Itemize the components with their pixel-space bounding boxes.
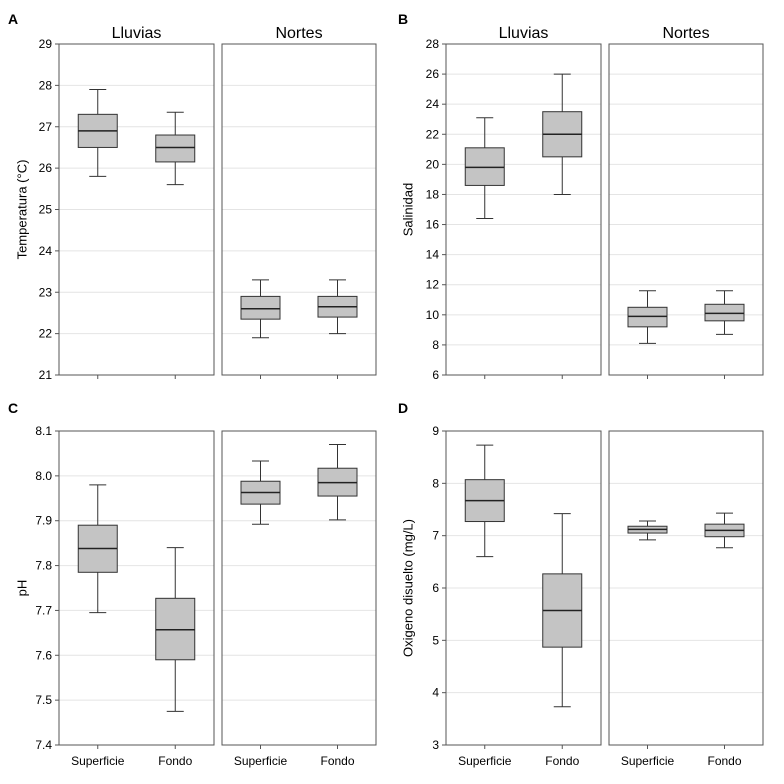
panel-a-ytick-label: 28 [39,78,53,92]
panel-b-ytick-label: 10 [426,308,440,322]
panel-d-ytick-label: 5 [432,633,439,647]
panel-b-ytick-label: 20 [426,157,440,171]
panel-c-ytick-label: 7.5 [35,693,52,707]
panel-c-nortes-fondo-xtick-label: Fondo [320,754,354,768]
panel-d-ytick-label: 9 [432,424,439,438]
panel-b-ytick-label: 18 [426,187,440,201]
panel-c-nortes-superficie-xtick-label: Superficie [234,754,288,768]
panel-b-ytick-label: 24 [426,97,440,111]
panel-a-nortes-frame [221,43,377,376]
panel-b-nortes-fondo-box [704,303,745,322]
panel-c-ytick-label: 7.9 [35,514,52,528]
panel-c-ytick-label: 7.4 [35,738,52,752]
panel-b-ytick-label: 16 [426,218,440,232]
panel-b-ytick-label: 22 [426,127,440,141]
panel-b-ylabel: Salinidad [401,183,416,237]
panel-c-lluvias-fondo-xtick-label: Fondo [158,754,192,768]
panel-c-nortes-frame [221,430,377,746]
panel-d-nortes-frame [608,430,764,746]
panel-b-nortes-superficie-box [627,306,668,328]
panel-d-lluvias-superficie-xtick-label: Superficie [458,754,512,768]
panel-c-ytick-label: 7.7 [35,603,52,617]
panel-c-ytick-label: 8.0 [35,469,52,483]
panel-a-ytick-label: 27 [39,120,53,134]
panel-b-lluvias-superficie-box [464,147,505,186]
panel-c-letter: C [8,400,18,416]
panel-d-ylabel: Oxigeno disuelto (mg/L) [401,519,416,657]
panel-b-ytick-label: 26 [426,67,440,81]
panel-a-ytick-label: 21 [39,368,53,382]
panel-a-ytick-label: 22 [39,327,53,341]
panel-a-letter: A [8,11,18,27]
panel-d-ytick-label: 8 [432,476,439,490]
panel-c-ylabel: pH [15,580,30,597]
panel-d-ytick-label: 4 [432,686,439,700]
panel-c-ytick-label: 7.6 [35,648,52,662]
panel-c-ytick-label: 7.8 [35,559,52,573]
panel-b-nortes-title: Nortes [662,25,709,42]
panel-b-nortes-frame [608,43,764,376]
panel-a-ytick-label: 26 [39,161,53,175]
panel-b-ytick-label: 6 [432,368,439,382]
panel-d-ytick-label: 7 [432,529,439,543]
panel-d-lluvias-fondo-xtick-label: Fondo [545,754,579,768]
panel-b-letter: B [398,11,408,27]
panel-d-ytick-label: 6 [432,581,439,595]
panel-b-ytick-label: 28 [426,37,440,51]
panel-c-ytick-label: 8.1 [35,424,52,438]
panel-d-letter: D [398,400,408,416]
panel-d-ytick-label: 3 [432,738,439,752]
panel-a-ylabel: Temperatura (°C) [15,160,30,260]
panel-a-nortes-title: Nortes [275,25,322,42]
panel-b-ytick-label: 12 [426,278,440,292]
panel-c-lluvias-superficie-xtick-label: Superficie [71,754,125,768]
panel-a-lluvias-fondo-box [155,134,196,163]
panel-a-lluvias-title: Lluvias [112,25,162,42]
panel-a-ytick-label: 24 [39,244,53,258]
panel-b-lluvias-frame [445,43,602,376]
panel-a-ytick-label: 25 [39,203,53,217]
panel-c-lluvias-frame [58,430,215,746]
panel-b-lluvias-title: Lluvias [499,25,549,42]
panel-b-ytick-label: 8 [432,338,439,352]
panel-a-ytick-label: 23 [39,285,53,299]
panel-b-ytick-label: 14 [426,248,440,262]
panel-d-nortes-fondo-xtick-label: Fondo [707,754,741,768]
panel-a-ytick-label: 29 [39,37,53,51]
panel-a-nortes-superficie-box [240,295,281,320]
panel-d-nortes-superficie-xtick-label: Superficie [621,754,675,768]
